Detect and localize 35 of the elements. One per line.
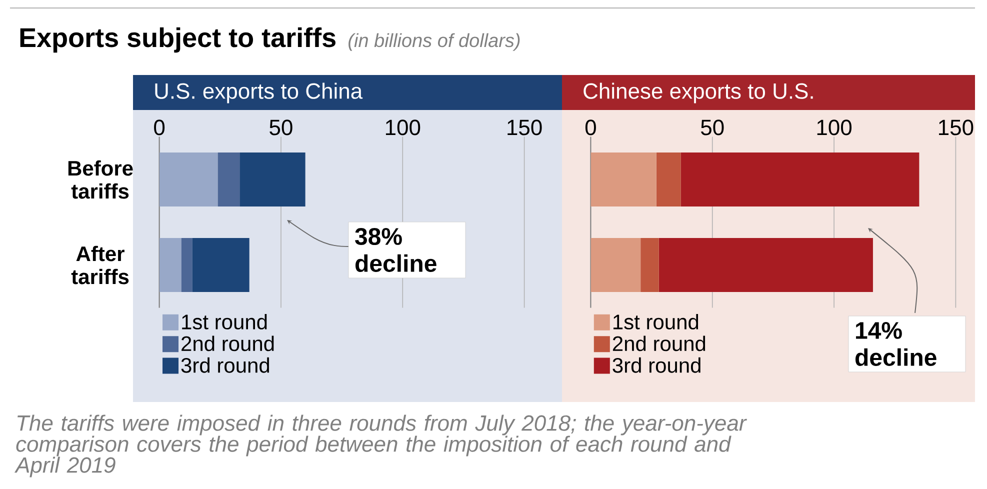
text: Exports subject to tariffs [20,27,336,53]
text: The tariffs were imposed in three rounds from July 2018; the year-on-year comparison covers the period between the imposition of each round and April 2019 [14,414,747,478]
x-tick-label: 150 [939,120,974,136]
bar [159,152,218,207]
legend-label: 1st round [614,314,698,330]
annotation: 38% decline [355,228,436,272]
y-tick-label: Before tariffs [68,160,133,199]
x-tick-label: 0 [154,120,165,136]
x-tick-label: 50 [270,120,292,136]
chart-title: Chinese exports to U.S. [584,82,813,104]
text: 14% decline [855,322,936,366]
bar [218,152,240,207]
bar [590,238,641,292]
bar [680,152,920,207]
bar [656,152,681,207]
legend-label: 3rd round [181,357,270,373]
x-tick-label: 0 [585,120,596,136]
bar [658,238,873,292]
bar [159,238,182,292]
legend-label: 2nd round [182,336,274,352]
x-tick-label: 100 [817,120,852,136]
bar [181,238,192,292]
bar [640,238,659,292]
bar [590,152,656,207]
legend-label: 3rd round [612,357,700,373]
bar [240,152,306,207]
legend-label: 2nd round [612,336,706,352]
bar [192,238,250,292]
x-tick-label: 50 [701,120,724,136]
legend-label: 1st round [182,314,267,330]
y-tick-label: After tariffs [71,246,129,284]
chart-title: U.S. exports to China [155,82,363,104]
x-tick-label: 150 [508,120,542,136]
x-tick-label: 100 [386,120,420,136]
text: (in billions of dollars) [348,33,520,51]
